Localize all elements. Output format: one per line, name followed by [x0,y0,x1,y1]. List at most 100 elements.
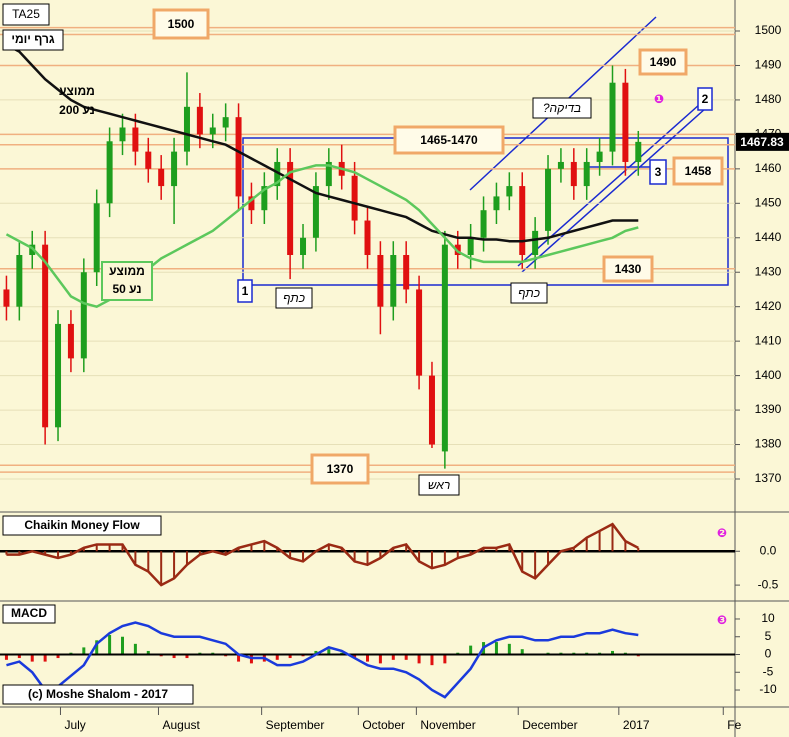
cmf-bar [57,551,60,559]
macd-histogram-bar [185,654,189,659]
annotation-box [649,159,667,185]
annotation: 1430 [615,262,642,276]
x-tick-label: 2017 [623,718,650,732]
macd-histogram-bar [172,654,176,659]
y-tick-label: 1380 [755,437,782,451]
footer-box [2,684,194,705]
ma-label: ממוצע [109,264,145,278]
annotation-box [237,279,253,303]
y-tick-label: 1490 [755,58,782,72]
cmf-bar [160,551,163,586]
annotation-box [393,125,505,155]
macd-histogram-bar [108,634,112,655]
macd-histogram-bar [146,650,150,655]
candle-body [416,289,423,376]
title-box [2,604,56,624]
candle-body [609,82,616,152]
cmf-bar [353,551,356,562]
candle-body [3,289,10,307]
annotation-box [510,282,548,304]
candle-body [119,127,126,142]
chart-title: TA25 [12,7,40,21]
x-tick-label: November [420,718,475,732]
ma-label: נע 200 [59,103,95,117]
annotation-box [638,48,688,76]
moving-average-line [5,43,639,243]
annotation: 1 [242,284,249,298]
macd-line [6,621,639,699]
y-tick-label: 1410 [755,333,782,347]
y-tick-label: 1480 [755,92,782,106]
cmf-bar [302,551,305,562]
macd-histogram-bar [314,650,318,655]
candle-body [557,161,564,169]
macd-histogram-bar [237,654,241,662]
cmf-bar [585,537,588,552]
candle-body [222,117,229,128]
cmf-bar [430,551,433,569]
chart-subtitle: גרף יומי [11,32,55,46]
macd-histogram-bar [469,645,473,655]
candle-body [596,151,603,162]
x-tick-label: July [64,718,85,732]
y-tick-label: 1370 [755,471,782,485]
annotation-box [152,8,210,40]
macd-histogram-bar [17,654,21,659]
macd-histogram-bar [133,643,137,655]
cmf-bar [69,551,72,555]
y-tick-label: -10 [759,682,777,696]
cmf-bar [624,541,627,552]
macd-histogram-bar [327,649,331,655]
cmf-bar [508,544,511,552]
macd-histogram-bar [443,654,447,664]
y-tick-label: 1400 [755,368,782,382]
candle-body [570,161,577,187]
y-tick-label: 1420 [755,299,782,313]
cmf-line [6,522,639,587]
candle-body [325,161,332,187]
trend-line [521,107,707,273]
y-tick-label: 1440 [755,230,782,244]
macd-histogram-bar [366,654,369,662]
macd-histogram-bar [30,654,34,662]
candle-body [55,323,62,428]
candle-body [583,161,590,187]
macd-histogram-bar [391,654,395,660]
candle-body [622,82,629,162]
cmf-bar [237,547,240,552]
y-tick-label: 1460 [755,161,782,175]
macd-histogram-bar [56,654,60,659]
annotation-box [532,97,592,119]
cmf-bar [637,547,640,552]
candle-body [519,186,526,255]
macd-histogram-bar [404,654,408,660]
candle-body [467,237,474,255]
cmf-bar [250,544,253,552]
macd-histogram-bar [611,650,614,655]
cmf-bar [469,551,472,555]
cmf-bar [327,544,330,552]
annotation-box [602,255,654,283]
annotation: 2 [702,92,709,106]
y-tick-label: 0.0 [760,543,777,557]
candle-body [441,244,448,452]
candle-body [545,168,552,231]
candle-body [287,161,294,255]
subtitle-box [2,29,64,51]
annotation: ❷ [717,526,727,540]
candle-body [183,106,190,152]
cmf-bar [534,551,537,579]
annotation: 1500 [168,17,195,31]
cmf-bar [224,551,227,555]
candle-body [300,237,307,255]
cmf-bar [185,551,188,565]
y-tick-label: -5 [763,664,774,678]
candle-body [377,255,384,307]
y-tick-label: 1430 [755,264,782,278]
y-tick-label: 5 [765,629,772,643]
macd-histogram-bar [494,642,498,655]
macd-histogram-bar [507,643,511,655]
panel-title: MACD [11,606,47,620]
